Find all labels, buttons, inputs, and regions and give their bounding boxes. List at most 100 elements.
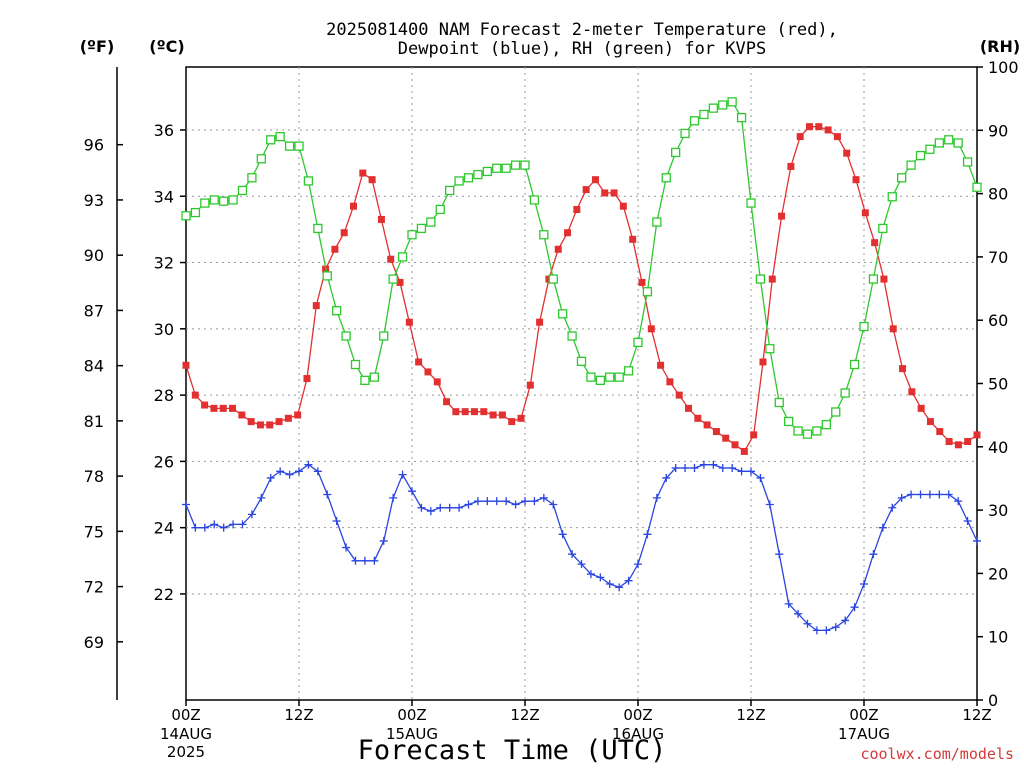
temperature-point	[740, 447, 748, 455]
dewpoint-point	[182, 500, 190, 509]
rh-point	[595, 375, 605, 385]
fahrenheit-tick-label: 90	[84, 246, 104, 265]
rh-point	[623, 366, 634, 376]
dewpoint-point	[841, 616, 850, 625]
temperature-point	[843, 149, 851, 157]
temperature-point	[787, 162, 795, 170]
rh-point	[200, 198, 210, 208]
dewpoint-point	[389, 493, 398, 502]
temperature-point	[284, 414, 292, 422]
temperature-point	[591, 176, 599, 184]
rh-tick-label: 40	[988, 438, 1008, 457]
temperature-point	[666, 378, 674, 386]
temperature-point	[238, 411, 246, 419]
rh-point	[849, 359, 860, 370]
dewpoint-point	[511, 500, 520, 509]
rh-point	[322, 271, 332, 281]
dewpoint-point	[878, 523, 887, 532]
dewpoint-point	[492, 497, 501, 506]
temperature-point	[647, 325, 655, 333]
celsius-tick-label: 32	[154, 254, 174, 273]
series-line-rh	[185, 101, 978, 435]
dewpoint-point	[624, 576, 633, 585]
x-tick-date-label: 17AUG	[838, 725, 890, 743]
rh-point	[473, 169, 483, 180]
rh-point	[539, 230, 549, 240]
dewpoint-point	[652, 493, 661, 502]
rh-point	[878, 223, 888, 234]
rh-point	[492, 163, 502, 173]
temperature-point	[712, 428, 720, 436]
temperature-point	[554, 245, 562, 253]
temperature-point	[722, 434, 730, 442]
dewpoint-point	[285, 470, 294, 479]
temperature-point	[359, 169, 367, 177]
temperature-point	[964, 437, 972, 445]
fahrenheit-tick-label: 87	[84, 301, 104, 320]
dewpoint-point	[521, 497, 529, 506]
temperature-point	[340, 229, 348, 237]
dewpoint-point	[935, 490, 944, 499]
dewpoint-point	[530, 497, 539, 506]
rh-point	[341, 331, 351, 341]
dewpoint-point	[313, 467, 322, 476]
temperature-point	[833, 133, 841, 141]
rh-point	[463, 173, 474, 183]
dewpoint-point	[718, 464, 727, 473]
rh-point	[454, 176, 464, 186]
rh-point	[802, 429, 813, 439]
chart-title-line-1: 2025081400 NAM Forecast 2-meter Temperat…	[326, 20, 838, 40]
dewpoint-point	[200, 523, 209, 532]
dewpoint-point	[304, 460, 313, 469]
rh-point	[567, 331, 577, 341]
dewpoint-point	[888, 503, 897, 512]
dewpoint-point	[323, 490, 332, 499]
dewpoint-point	[803, 619, 812, 628]
dewpoint-point	[963, 517, 972, 526]
temperature-point	[703, 421, 711, 429]
temperature-point	[824, 126, 832, 134]
rh-tick-label: 10	[988, 628, 1008, 647]
rh-point	[614, 372, 624, 382]
rh-point	[727, 97, 737, 107]
rh-point	[303, 176, 314, 186]
fahrenheit-tick-label: 84	[84, 357, 104, 376]
dewpoint-point	[295, 467, 303, 476]
temperature-point	[247, 418, 255, 426]
fahrenheit-tick-label: 72	[84, 578, 104, 597]
plot-frame	[185, 66, 978, 701]
temperature-point	[377, 215, 385, 223]
x-tick-year-label: 2025	[167, 743, 205, 761]
dewpoint-point	[728, 464, 737, 473]
temperature-point	[805, 123, 813, 131]
fahrenheit-tick-label: 69	[84, 633, 104, 652]
dewpoint-point	[577, 560, 586, 569]
temperature-point	[424, 368, 432, 376]
dewpoint-point	[954, 497, 963, 506]
x-axis-title: Forecast Time (UTC)	[358, 735, 667, 766]
dewpoint-point	[370, 556, 379, 565]
dewpoint-point	[229, 520, 238, 529]
rh-point	[219, 196, 229, 206]
temperature-point	[443, 398, 451, 406]
temperature-point	[536, 318, 544, 326]
rh-point	[576, 356, 587, 366]
dewpoint-point	[342, 543, 351, 552]
temperature-point	[768, 275, 776, 283]
rh-point	[247, 173, 257, 183]
rh-point	[294, 141, 304, 151]
temperature-point	[936, 428, 944, 436]
temperature-point	[275, 418, 283, 426]
dewpoint-point	[756, 473, 765, 482]
temperature-point	[954, 441, 962, 449]
celsius-tick-label: 22	[154, 585, 174, 604]
dewpoint-point	[539, 493, 548, 502]
rh-point	[284, 141, 295, 151]
dewpoint-point	[605, 580, 614, 589]
temperature-point	[256, 421, 264, 429]
dewpoint-point	[360, 556, 369, 565]
temperature-point	[331, 245, 339, 253]
rh-point	[868, 274, 879, 284]
temperature-point	[778, 212, 786, 220]
